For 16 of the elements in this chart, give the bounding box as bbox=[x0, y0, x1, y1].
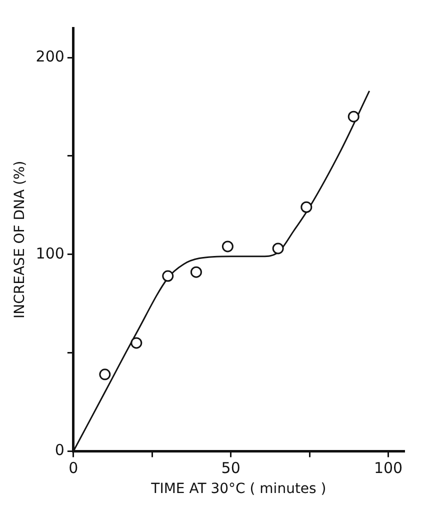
x-tick-label: 0 bbox=[68, 459, 78, 478]
point bbox=[130, 337, 142, 349]
x-axis-title: TIME AT 30°C ( minutes ) bbox=[150, 481, 326, 498]
x-tick-label: 50 bbox=[221, 459, 240, 478]
y-axis-title: INCREASE OF DNA (%) bbox=[12, 160, 28, 318]
point bbox=[99, 368, 111, 380]
point bbox=[222, 240, 234, 252]
x-tick-label: 100 bbox=[374, 459, 403, 478]
point bbox=[348, 110, 360, 122]
point bbox=[272, 242, 284, 254]
point bbox=[190, 266, 202, 278]
point bbox=[162, 270, 174, 282]
y-tick-label: 200 bbox=[36, 47, 64, 66]
y-tick-label: 100 bbox=[36, 244, 64, 262]
y-tick-label: 0 bbox=[54, 441, 64, 460]
point bbox=[300, 201, 312, 213]
